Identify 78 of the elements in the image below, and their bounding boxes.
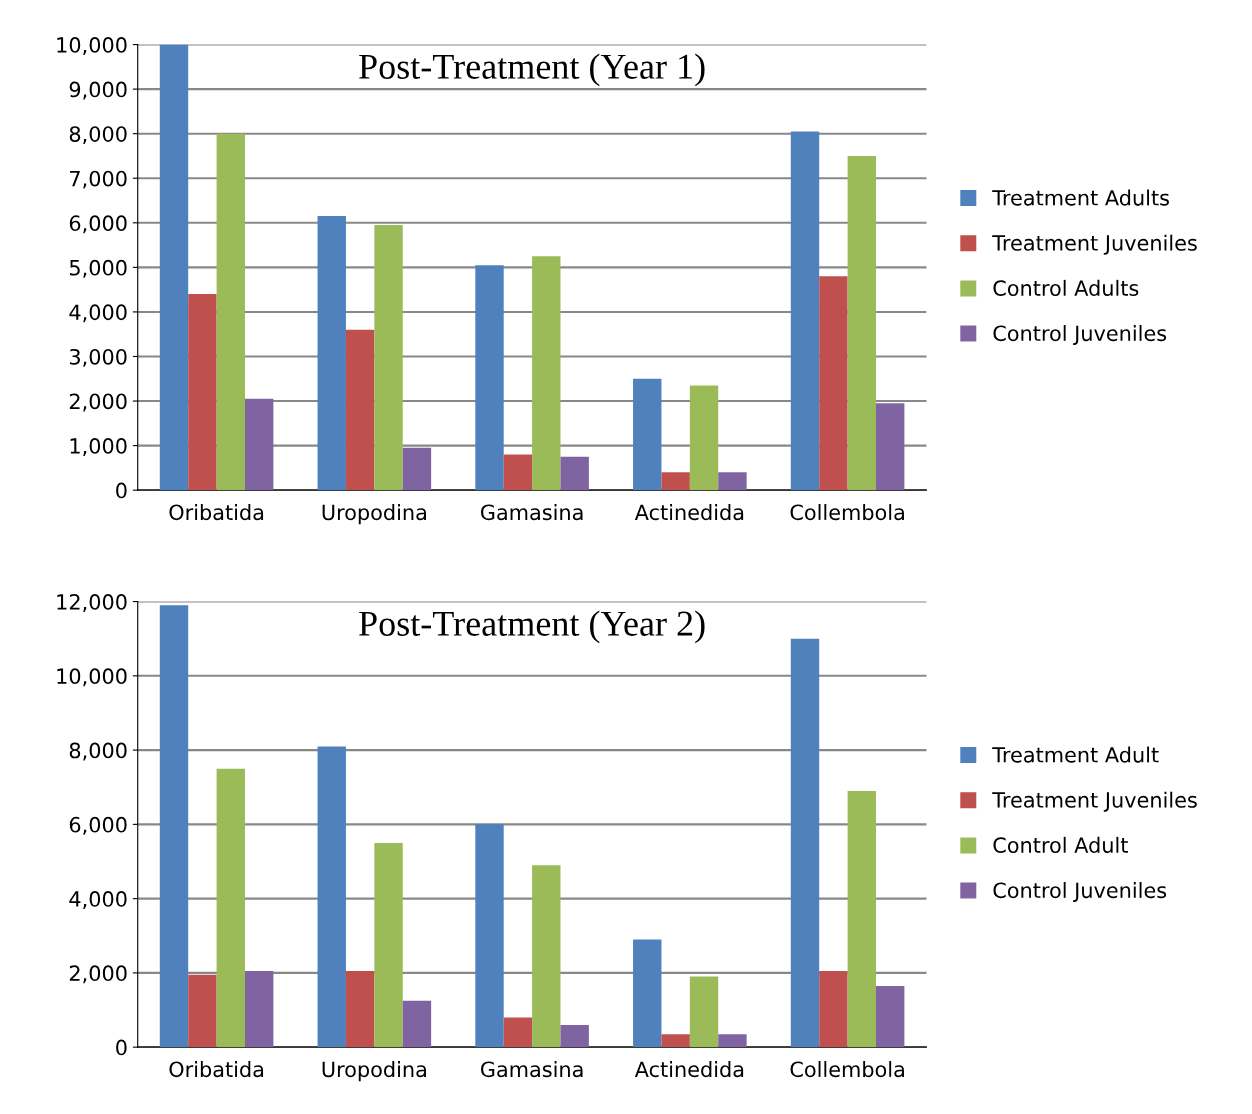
bar [790,131,820,491]
bar [317,216,346,491]
y-tick-label: 0 [116,482,127,499]
y-tick-label: 6,000 [69,816,127,835]
legend-label: Treatment Adult [992,746,1159,763]
bar [819,276,848,491]
legend-label: Control Juveniles [993,882,1167,903]
bar [159,44,189,491]
bar [216,133,245,491]
bar [402,447,432,491]
bar [159,605,189,1048]
x-tick-label: Collembola [790,504,904,521]
chart-title: Post-Treatment (Year 2) [359,610,705,644]
bar [503,1017,533,1048]
x-tick-label: Collembola [790,1061,904,1078]
bar [244,971,274,1048]
x-tick-label: Actinedida [634,1061,744,1078]
x-tick-label: Uropodina [322,504,426,525]
x-tick-label: Oribatida [169,504,264,521]
y-tick-label: 5,000 [69,259,127,278]
bar [689,976,719,1048]
bar [345,329,375,491]
legend-label: Control Adult [993,836,1128,853]
bar [661,1034,690,1048]
x-tick-label: Gamasina [480,1061,583,1078]
y-tick-label: 10,000 [57,37,127,55]
y-tick-label: 10,000 [57,668,127,687]
legend-label: Treatment Adults [992,189,1169,206]
legend-label: Treatment Juveniles [992,234,1197,255]
bar [402,1000,432,1048]
bar [475,824,504,1048]
bar [532,865,561,1048]
y-tick-label: 2,000 [69,965,127,984]
x-tick-label: Gamasina [480,504,583,521]
bar [633,378,662,491]
bar [560,1024,589,1048]
bar [876,985,905,1048]
bar [532,256,561,491]
bar [633,939,662,1048]
x-tick-label: Oribatida [169,1061,264,1078]
bar [847,155,876,491]
chart-title: Post-Treatment (Year 1) [359,53,705,87]
bar [475,265,504,491]
bar [374,842,403,1048]
x-tick-label: Uropodina [322,1061,426,1082]
y-tick-label: 7,000 [70,170,127,189]
bar [718,472,747,491]
y-tick-label: 6,000 [69,215,127,234]
bar [819,971,848,1048]
bar [345,971,375,1048]
bar [661,472,690,491]
bar [317,746,346,1048]
legend-label: Control Juveniles [993,325,1167,346]
bar [689,385,719,491]
bar [188,294,217,491]
bar [876,403,905,491]
y-tick-label: 4,000 [69,304,127,323]
bar [560,456,589,491]
y-tick-label: 12,000 [57,594,127,612]
x-tick-label: Actinedida [634,504,744,521]
bar [847,790,876,1048]
y-tick-label: 8,000 [69,742,127,761]
bar [188,974,217,1048]
bar [790,638,820,1048]
y-tick-label: 3,000 [69,348,127,367]
y-tick-label: 0 [116,1039,127,1056]
y-tick-label: 2,000 [69,393,127,412]
bar [503,454,533,491]
bar [718,1034,747,1048]
legend-label: Treatment Juveniles [992,791,1197,812]
y-tick-label: 9,000 [69,81,127,100]
y-tick-label: 4,000 [69,891,127,909]
y-tick-label: 8,000 [69,126,127,145]
y-tick-label: 1,000 [70,438,127,456]
legend-label: Control Adults [993,279,1139,296]
bar [374,225,403,491]
bar [216,768,245,1048]
bar [244,398,274,491]
